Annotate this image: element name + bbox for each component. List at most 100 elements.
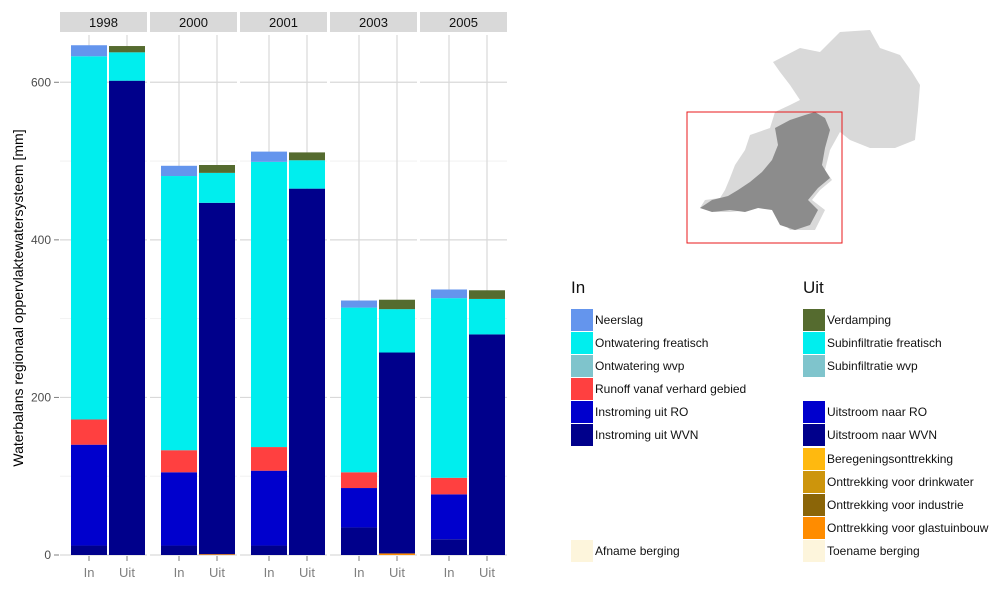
bar-segment-subinfiltratie-freatisch — [109, 52, 145, 81]
bar-segment-instroming-uit-ro — [71, 444, 107, 546]
facet-strip-label: 2001 — [269, 15, 298, 30]
legend-item-instroming-wvn: Instroming uit WVN — [571, 424, 698, 446]
legend-swatch — [803, 332, 825, 354]
x-tick-label: Uit — [209, 565, 225, 580]
x-tick-label: Uit — [389, 565, 405, 580]
facet-strip — [150, 12, 237, 32]
legend-swatch — [571, 309, 593, 331]
bar-segment-runoff-vanaf-verhard-gebied — [71, 419, 107, 445]
bar-segment-subinfiltratie-freatisch — [289, 160, 325, 189]
legend-title-uit: Uit — [803, 278, 824, 297]
legend-title-in: In — [571, 278, 586, 297]
legend-item-afname-berging: Afname berging — [571, 540, 680, 562]
legend-item-subinfiltratie-wvp: Subinfiltratie wvp — [803, 355, 918, 377]
bar-segment-verdamping — [289, 152, 325, 161]
legend-item-runoff: Runoff vanaf verhard gebied — [571, 378, 746, 400]
legend-item-instroming-ro: Instroming uit RO — [571, 401, 688, 423]
legend-swatch — [803, 355, 825, 377]
x-tick-label: Uit — [479, 565, 495, 580]
legend-item-toename-berging: Toename berging — [803, 540, 920, 562]
bar-segment-uitstroom-naar-wvn — [289, 188, 325, 556]
x-tick-label: Uit — [119, 565, 135, 580]
legend-item-ontwatering-freatisch: Ontwatering freatisch — [571, 332, 708, 354]
legend-item-beregening: Beregeningsonttrekking — [803, 448, 953, 470]
legend-swatch — [571, 540, 593, 562]
bar-segment-instroming-uit-wvn — [431, 539, 467, 555]
bar-segment-uitstroom-naar-wvn — [199, 202, 235, 555]
bar-segment-neerslag — [341, 300, 377, 308]
bar-segment-instroming-uit-wvn — [251, 545, 287, 555]
bar-segment-subinfiltratie-freatisch — [379, 309, 415, 353]
map-highlight-area — [700, 112, 830, 230]
bar-segment-neerslag — [251, 151, 287, 162]
legend-swatch — [803, 424, 825, 446]
bar-segment-subinfiltratie-freatisch — [199, 172, 235, 203]
legend-item-ontwatering-wvp: Ontwatering wvp — [571, 355, 684, 377]
x-tick-label: In — [354, 565, 365, 580]
bar-segment-instroming-uit-ro — [341, 488, 377, 528]
facet-strip — [240, 12, 327, 32]
location-map — [686, 30, 920, 244]
bar-segment-runoff-vanaf-verhard-gebied — [431, 477, 467, 495]
x-tick-label: Uit — [299, 565, 315, 580]
bar-segment-neerslag — [431, 289, 467, 299]
facet-strip-label: 2005 — [449, 15, 478, 30]
map-frame — [686, 111, 843, 244]
bar-segment-runoff-vanaf-verhard-gebied — [251, 447, 287, 471]
bar-segment-ontwatering-freatisch — [341, 307, 377, 473]
facet-2005: 2005 In Uit — [420, 12, 507, 580]
bar-segment-ontwatering-freatisch — [161, 176, 197, 451]
legend-item-glastuinbouw: Onttrekking voor glastuinbouw — [803, 517, 988, 539]
legend-item-subinfiltratie-freatisch: Subinfiltratie freatisch — [803, 332, 942, 354]
legend-swatch — [803, 494, 825, 516]
y-tick-label: 0 — [44, 548, 51, 562]
bar-segment-neerslag — [161, 165, 197, 177]
bar-segment-ontwatering-freatisch — [251, 161, 287, 448]
legend-item-neerslag: Neerslag — [571, 309, 643, 331]
bar-segment-runoff-vanaf-verhard-gebied — [161, 450, 197, 473]
legend-swatch — [803, 401, 825, 423]
legend-swatch — [803, 309, 825, 331]
bar-segment-instroming-uit-wvn — [71, 545, 107, 555]
bar-segment-subinfiltratie-freatisch — [469, 298, 505, 335]
bar-segment-verdamping — [379, 299, 415, 310]
legend-swatch — [571, 355, 593, 377]
legend-swatch — [571, 424, 593, 446]
facet-strip-label: 1998 — [89, 15, 118, 30]
legend-item-drinkwater: Onttrekking voor drinkwater — [803, 471, 974, 493]
bar-segment-uitstroom-naar-wvn — [469, 334, 505, 555]
facet-strip-label: 2003 — [359, 15, 388, 30]
legend-item-industrie: Onttrekking voor industrie — [803, 494, 964, 516]
bar-segment-ontwatering-freatisch — [71, 56, 107, 420]
facet-strip — [60, 12, 147, 32]
bar-segment-instroming-uit-ro — [431, 494, 467, 540]
bar-segment-uitstroom-naar-wvn — [109, 80, 145, 556]
bar-segment-uitstroom-naar-wvn — [379, 352, 415, 554]
bar-segment-verdamping — [469, 290, 505, 299]
x-tick-label: In — [444, 565, 455, 580]
bar-segment-onttrekking-voor-glastuinbouw — [199, 554, 235, 555]
y-tick-label: 200 — [31, 390, 51, 404]
bar-segment-instroming-uit-ro — [161, 472, 197, 546]
legend-swatch — [803, 448, 825, 470]
bar-segment-instroming-uit-wvn — [161, 545, 197, 555]
x-tick-label: In — [174, 565, 185, 580]
legend-swatch — [571, 378, 593, 400]
bar-segment-instroming-uit-wvn — [341, 527, 377, 555]
bar-segment-ontwatering-freatisch — [431, 298, 467, 478]
y-tick-label: 600 — [31, 75, 51, 89]
legend-swatch — [571, 332, 593, 354]
legend-swatch — [571, 401, 593, 423]
facet-2003: 2003 In Uit — [330, 12, 417, 580]
bar-segment-neerslag — [71, 45, 107, 57]
bar-segment-instroming-uit-ro — [251, 470, 287, 546]
facet-2001: 2001 In Uit — [240, 12, 327, 580]
legend-swatch — [803, 517, 825, 539]
legend-item-uitstroom-wvn: Uitstroom naar WVN — [803, 424, 937, 446]
facet-1998: 1998 In Uit — [60, 12, 147, 580]
facet-2000: 2000 In Uit — [150, 12, 237, 580]
legend-item-verdamping: Verdamping — [803, 309, 891, 331]
y-tick-label: 400 — [31, 233, 51, 247]
legend-item-uitstroom-ro: Uitstroom naar RO — [803, 401, 927, 423]
